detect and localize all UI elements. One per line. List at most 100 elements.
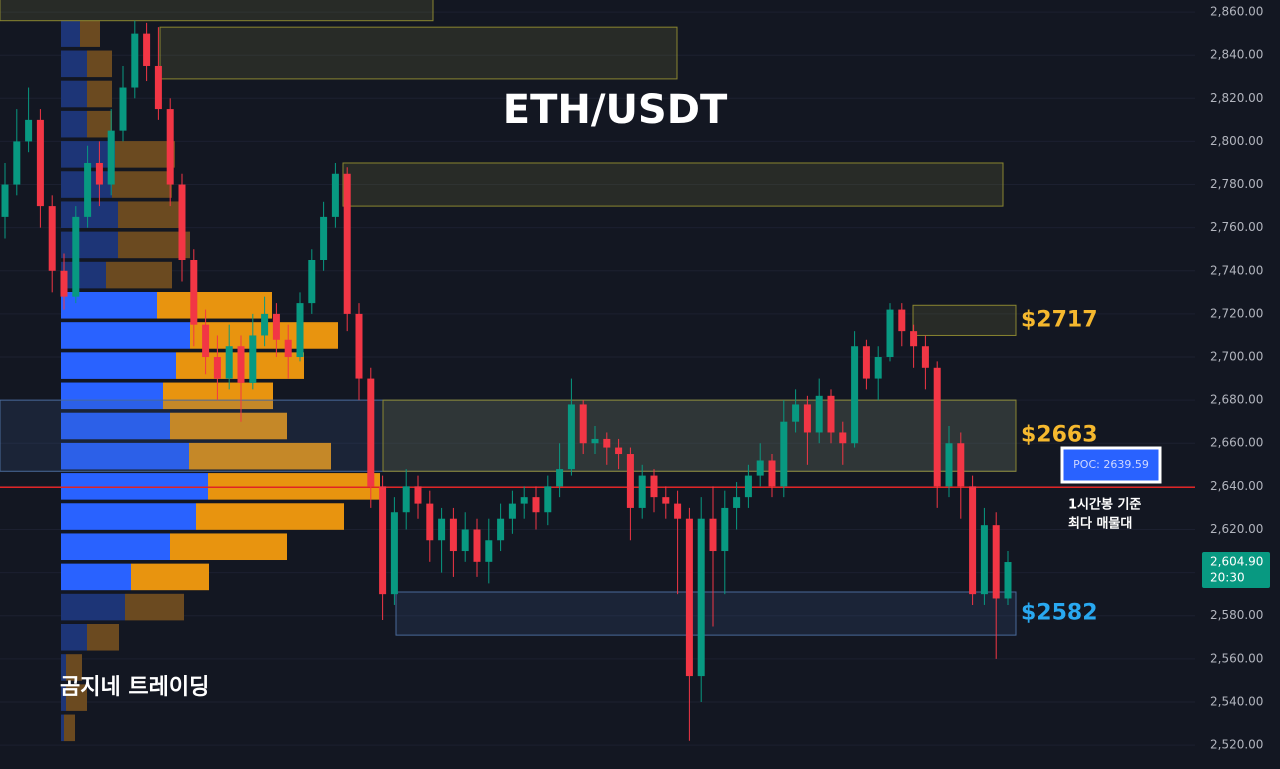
poc-note: 최다 매물대 bbox=[1068, 516, 1132, 532]
y-tick-label: 2,520.00 bbox=[1210, 738, 1263, 752]
volume-sell bbox=[118, 231, 190, 259]
watermark: 곰지네 트레이딩 bbox=[60, 675, 209, 700]
candle-body bbox=[898, 309, 906, 332]
volume-sell bbox=[157, 291, 272, 319]
y-tick-label: 2,860.00 bbox=[1210, 5, 1263, 19]
volume-buy bbox=[61, 382, 163, 410]
volume-sell bbox=[87, 50, 112, 78]
volume-sell bbox=[106, 261, 172, 289]
volume-buy bbox=[61, 473, 208, 500]
candle-body bbox=[969, 486, 977, 595]
candle-body bbox=[839, 432, 847, 444]
candle-body bbox=[202, 324, 210, 358]
y-tick-label: 2,840.00 bbox=[1210, 48, 1263, 62]
poc-box bbox=[1060, 446, 1162, 484]
candle-body bbox=[851, 346, 859, 444]
y-tick-label: 2,680.00 bbox=[1210, 393, 1263, 407]
candle-body bbox=[272, 313, 280, 340]
volume-buy bbox=[61, 50, 87, 78]
volume-buy bbox=[61, 231, 118, 259]
volume-sell bbox=[112, 171, 172, 198]
candle-body bbox=[603, 438, 611, 448]
zone bbox=[0, 399, 1017, 472]
candle-body bbox=[697, 518, 705, 677]
volume-buy bbox=[61, 714, 64, 742]
candle-body bbox=[48, 206, 56, 271]
candle-body bbox=[473, 529, 481, 562]
y-tick-label: 2,560.00 bbox=[1210, 651, 1263, 665]
candle-body bbox=[225, 346, 233, 379]
candle-body bbox=[803, 404, 811, 433]
candle-body bbox=[886, 309, 894, 358]
candle-body bbox=[296, 303, 304, 358]
price-tag-time: 20:30 bbox=[1210, 571, 1245, 585]
candle-body bbox=[862, 346, 870, 379]
y-tick-label: 2,540.00 bbox=[1210, 694, 1263, 708]
candle-body bbox=[650, 475, 658, 498]
volume-sell bbox=[66, 684, 87, 711]
candle-body bbox=[367, 378, 375, 487]
candle-body bbox=[1004, 562, 1012, 599]
y-tick-label: 2,720.00 bbox=[1210, 306, 1263, 320]
volume-buy bbox=[61, 412, 170, 440]
candle-body bbox=[261, 313, 269, 336]
zone-label: $2717 bbox=[1021, 307, 1098, 332]
volume-buy bbox=[61, 563, 131, 591]
zone bbox=[342, 162, 1004, 207]
candle-body bbox=[874, 357, 882, 379]
volume-sell bbox=[66, 654, 82, 681]
candle-body bbox=[390, 512, 398, 595]
candle-body bbox=[13, 141, 21, 185]
candle-body bbox=[154, 65, 162, 110]
candle-body bbox=[178, 184, 186, 260]
candle-body bbox=[166, 109, 174, 185]
candle-body bbox=[343, 173, 351, 314]
candle-body bbox=[426, 503, 434, 541]
candle-body bbox=[615, 447, 623, 455]
candle-body bbox=[544, 486, 552, 513]
candle-body bbox=[497, 518, 505, 541]
volume-sell bbox=[131, 563, 209, 591]
volume-buy bbox=[61, 593, 125, 621]
price-tag-value: 2,604.90 bbox=[1210, 555, 1263, 569]
zone bbox=[159, 26, 678, 80]
y-tick-label: 2,760.00 bbox=[1210, 220, 1263, 234]
zone bbox=[382, 399, 1017, 472]
candle-body bbox=[119, 87, 127, 131]
y-tick-label: 2,620.00 bbox=[1210, 522, 1263, 536]
candle-body bbox=[402, 486, 410, 513]
candle-body bbox=[579, 404, 587, 444]
zone bbox=[0, 0, 434, 22]
volume-sell bbox=[125, 593, 184, 621]
candle-body bbox=[733, 497, 741, 508]
volume-buy bbox=[61, 623, 87, 651]
volume-buy bbox=[61, 533, 170, 561]
candle-body bbox=[84, 162, 92, 217]
candle-body bbox=[744, 475, 752, 498]
candle-body bbox=[532, 497, 540, 513]
volume-buy bbox=[61, 110, 87, 138]
volume-buy bbox=[61, 442, 189, 470]
candle-body bbox=[910, 331, 918, 347]
candle-body bbox=[131, 33, 139, 88]
candle-body bbox=[945, 443, 953, 487]
volume-sell bbox=[163, 382, 273, 410]
candle-body bbox=[638, 475, 646, 508]
price-tag bbox=[1202, 552, 1270, 589]
candle-body bbox=[107, 130, 115, 185]
y-tick-label: 2,580.00 bbox=[1210, 608, 1263, 622]
candle-body bbox=[249, 335, 257, 383]
candle-body bbox=[792, 404, 800, 422]
volume-sell bbox=[80, 20, 100, 47]
candle-body bbox=[379, 486, 387, 595]
candle-body bbox=[308, 259, 316, 304]
candle-body bbox=[662, 497, 670, 504]
candle-body bbox=[933, 367, 941, 487]
volume-buy bbox=[61, 322, 190, 349]
candle-body bbox=[827, 395, 835, 433]
candle-body bbox=[815, 395, 823, 433]
candle-body bbox=[355, 313, 363, 379]
candle-body bbox=[36, 119, 44, 207]
candle-body bbox=[756, 460, 764, 476]
